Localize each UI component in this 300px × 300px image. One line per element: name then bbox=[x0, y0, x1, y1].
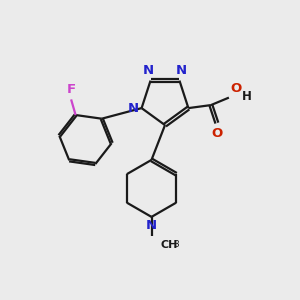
Text: N: N bbox=[143, 64, 154, 77]
Text: CH: CH bbox=[160, 240, 178, 250]
Text: 3: 3 bbox=[173, 240, 179, 249]
Text: N: N bbox=[176, 64, 187, 77]
Text: N: N bbox=[146, 219, 157, 232]
Text: F: F bbox=[67, 83, 76, 96]
Text: O: O bbox=[211, 127, 223, 140]
Text: O: O bbox=[231, 82, 242, 94]
Text: H: H bbox=[242, 90, 251, 103]
Text: N: N bbox=[128, 102, 139, 115]
